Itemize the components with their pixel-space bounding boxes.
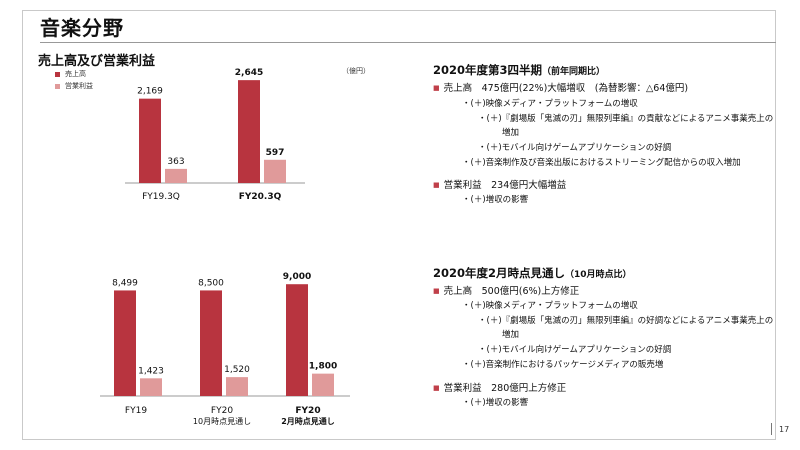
bar-profit: [312, 373, 334, 396]
section2-sales-item: ・(＋)モバイル向けゲームアプリケーションの好調: [478, 345, 672, 355]
page-title: 音楽分野: [40, 16, 124, 40]
data-label: 1,800: [309, 362, 337, 372]
section1-title: 2020年度第3四半期（前年同期比）: [433, 63, 606, 77]
bar-profit: [226, 377, 248, 396]
data-label: 2,169: [137, 87, 163, 97]
section2-title: 2020年度2月時点見通し（10月時点比）: [433, 266, 632, 280]
section1-sales-item: 増加: [502, 128, 520, 138]
section1-sales-item: ・(＋)映像メディア・プラットフォームの増収: [462, 99, 638, 109]
data-label: 597: [266, 148, 285, 158]
bullet-icon: ■: [433, 384, 440, 392]
data-label: 9,000: [283, 272, 311, 282]
bar-sales: [114, 290, 136, 396]
section2-profit-item: ・(＋)増収の影響: [462, 398, 529, 408]
bar-profit: [165, 168, 187, 183]
section2-sales-item: ・(＋)音楽制作におけるパッケージメディアの販売増: [462, 360, 664, 370]
section2-sales-line: ■ 売上高 500億円(6%)上方修正: [433, 286, 580, 297]
bullet-icon: ■: [433, 287, 440, 295]
data-label: 363: [167, 157, 184, 167]
bar-profit: [140, 378, 162, 396]
section1-sales-item: ・(＋)音楽制作及び音楽出版におけるストリーミング配信からの収入増加: [462, 158, 741, 168]
data-label: 1,520: [224, 365, 250, 375]
bar-sales: [286, 284, 308, 396]
section2-profit-line: ■ 営業利益 280億円上方修正: [433, 383, 567, 394]
category-label: FY20: [211, 406, 233, 416]
chart-legend: 売上高 営業利益: [55, 68, 93, 92]
data-label: 2,645: [235, 68, 263, 78]
title-divider: [40, 42, 776, 43]
category-label: FY19.3Q: [142, 192, 180, 202]
bar-sales: [238, 80, 260, 183]
section2-sales-item: 増加: [502, 330, 520, 340]
slide-frame: [22, 10, 776, 440]
page-number-divider: [771, 423, 772, 435]
page-number: 17: [779, 425, 790, 434]
legend-swatch-sales: [55, 71, 60, 77]
section1-profit-line: ■ 営業利益 234億円大幅増益: [433, 180, 567, 191]
section1-sales-line: ■ 売上高 475億円(22%)大幅増収 (為替影響：△64億円): [433, 83, 689, 94]
section2-sales-item: ・(＋)映像メディア・プラットフォームの増収: [462, 301, 638, 311]
category-label: FY20: [295, 406, 320, 416]
legend-item-profit: 営業利益: [55, 80, 93, 92]
section1-sales-item: ・(＋)モバイル向けゲームアプリケーションの好調: [478, 143, 672, 153]
bar-sales: [200, 290, 222, 396]
section1-sales-item: ・(＋)『劇場版「鬼滅の刃」無限列車編』の貢献などによるアニメ事業売上の: [478, 114, 774, 124]
category-label: 2月時点見通し: [281, 416, 335, 426]
unit-label: （億円）: [342, 67, 370, 75]
category-label: 10月時点見通し: [193, 416, 251, 426]
section2-sales-item: ・(＋)『劇場版「鬼滅の刃」無限列車編』の好調などによるアニメ事業売上の: [478, 316, 774, 326]
category-label: FY19: [125, 406, 147, 416]
bullet-icon: ■: [433, 84, 440, 92]
data-label: 8,499: [112, 278, 138, 288]
data-label: 8,500: [198, 278, 224, 288]
data-label: 1,423: [138, 366, 164, 376]
section1-profit-item: ・(＋)増収の影響: [462, 195, 529, 205]
category-label: FY20.3Q: [239, 192, 282, 202]
legend-item-sales: 売上高: [55, 68, 93, 80]
bar-sales: [139, 98, 161, 183]
bullet-icon: ■: [433, 181, 440, 189]
bar-profit: [264, 159, 286, 183]
legend-swatch-profit: [55, 83, 60, 89]
chart-heading: 売上高及び営業利益: [38, 54, 156, 69]
